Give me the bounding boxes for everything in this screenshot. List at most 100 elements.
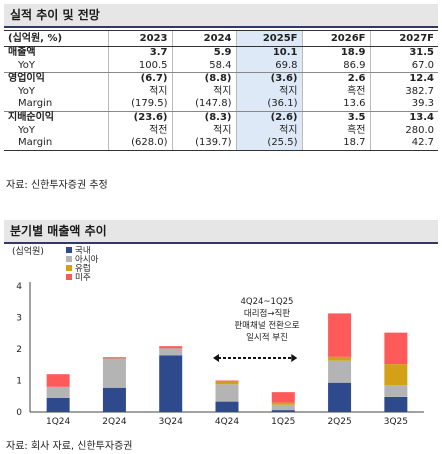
table-cell: (3.6) — [235, 72, 302, 86]
legend-swatch-유럽 — [66, 265, 72, 271]
table-row: Margin (179.5) (147.8) (36.1) 13.6 39.3 — [4, 98, 438, 112]
table-row: YoY 적지 적지 적지 흑전 382.7 — [4, 85, 438, 99]
bar-4Q24-유럽 — [215, 381, 239, 385]
x-tick-label: 3Q24 — [159, 417, 184, 427]
chart-source-note: 자료: 회사 자료, 신한투자증권 — [6, 441, 133, 452]
bar-2Q25-아시아 — [328, 360, 352, 383]
chart-title-underline — [4, 242, 438, 244]
table-cell: (8.3) — [171, 111, 236, 125]
x-tick-label: 3Q25 — [384, 417, 408, 427]
col-header-2027f: 2027F — [369, 30, 438, 47]
legend-label: 미주 — [75, 273, 91, 283]
bar-3Q25-유럽 — [384, 364, 408, 386]
row-label: Margin — [4, 137, 108, 151]
table-row: 매출액 3.7 5.9 10.1 18.9 31.5 — [4, 46, 438, 60]
col-header-2023: 2023 — [107, 30, 172, 47]
y-tick-label: 3 — [16, 314, 22, 324]
table-row: YoY 100.5 58.4 69.8 86.9 67.0 — [4, 59, 438, 74]
table-cell: 적지 — [235, 124, 302, 138]
x-tick-label: 1Q25 — [271, 417, 295, 427]
table-cell: 적지 — [171, 124, 236, 138]
col-header-2025f: 2025F — [235, 30, 302, 47]
bar-3Q24-아시아 — [159, 348, 183, 356]
table-cell: 18.9 — [301, 46, 370, 60]
table-cell: 42.7 — [369, 137, 438, 151]
row-label: 매출액 — [8, 47, 36, 58]
annotation-text: 판매채널 전환으로 — [234, 320, 299, 331]
y-tick-label: 0 — [16, 408, 22, 418]
bar-2Q24-국내 — [102, 387, 126, 412]
annotation-arrowhead-left — [213, 354, 219, 362]
bar-2Q24-미주 — [102, 357, 126, 359]
bar-2Q25-유럽 — [328, 356, 352, 361]
table-source-note: 자료: 신한투자증권 추정 — [6, 180, 108, 191]
col-header-2024: 2024 — [171, 30, 236, 47]
row-label: YoY — [18, 124, 36, 136]
row-label: 영업이익 — [8, 73, 45, 85]
y-tick-label: 2 — [16, 345, 22, 355]
y-axis-label: (십억원) — [12, 246, 44, 257]
bar-4Q24-국내 — [215, 401, 239, 412]
legend-label: 국내 — [75, 246, 91, 256]
table-section-title: 실적 추이 및 전망 — [4, 4, 438, 26]
table-cell: 12.4 — [369, 72, 438, 86]
legend-swatch-아시아 — [66, 256, 72, 262]
row-label: YoY — [4, 59, 108, 74]
table-cell: (36.1) — [235, 98, 302, 112]
bar-1Q24-미주 — [46, 374, 70, 387]
table-cell: 382.7 — [369, 85, 438, 99]
table-cell: 흑전 — [301, 124, 370, 138]
annotation-text: 일시적 부진 — [246, 332, 288, 343]
table-cell: 18.7 — [301, 137, 370, 151]
table-cell: 적전 — [107, 124, 172, 138]
bar-1Q24-국내 — [46, 397, 70, 412]
table-cell: 3.7 — [107, 46, 172, 60]
table-cell: 2.6 — [301, 72, 370, 86]
table-cell: 13.6 — [301, 98, 370, 112]
annotation-text: 대리점→직판 — [244, 308, 290, 319]
legend-swatch-국내 — [66, 247, 72, 253]
legend-swatch-미주 — [66, 274, 72, 280]
table-cell: 적지 — [171, 85, 236, 99]
bar-1Q25-미주 — [271, 392, 295, 403]
bar-2Q25-미주 — [328, 313, 352, 357]
table-title-underline — [4, 26, 438, 28]
table-cell: (139.7) — [171, 137, 236, 151]
bar-3Q25-미주 — [384, 332, 408, 365]
row-label: Margin — [4, 98, 108, 112]
x-tick-label: 2Q24 — [102, 417, 127, 427]
row-label: YoY — [18, 85, 36, 97]
table-cell: 5.9 — [171, 46, 236, 60]
table-cell: 3.5 — [301, 111, 370, 125]
bar-2Q24-아시아 — [102, 358, 126, 388]
table-cell: 10.1 — [235, 46, 302, 60]
bar-3Q25-국내 — [384, 396, 408, 412]
legend-label: 유럽 — [75, 264, 91, 274]
table-cell: (2.6) — [235, 111, 302, 125]
chart-section-title: 분기별 매출액 추이 — [4, 220, 438, 242]
table-cell: 69.8 — [235, 59, 302, 74]
bar-3Q24-미주 — [159, 346, 183, 349]
table-cell: 67.0 — [369, 59, 438, 74]
table-header-row: (십억원, %) 2023 2024 2025F 2026F 2027F — [4, 30, 438, 47]
table-cell: (25.5) — [235, 137, 302, 151]
bar-1Q25-국내 — [271, 410, 295, 412]
quarterly-revenue-chart: (십억원) 0 1 2 3 4 1Q24 2Q24 3Q24 4Q24 1Q25 2Q25 3Q25 국내… — [12, 246, 424, 427]
table-row: Margin (628.0) (139.7) (25.5) 18.7 42.7 — [4, 137, 438, 151]
table-cell: (147.8) — [171, 98, 236, 112]
col-header-2026f: 2026F — [301, 30, 370, 47]
bar-1Q25-아시아 — [271, 404, 295, 411]
table-row: YoY 적전 적지 적지 흑전 280.0 — [4, 124, 438, 138]
row-label: 지배순이익 — [8, 111, 54, 123]
bar-3Q24-국내 — [159, 355, 183, 412]
bar-3Q25-아시아 — [384, 385, 408, 397]
table-cell: (23.6) — [107, 111, 172, 125]
x-tick-label: 4Q24 — [215, 417, 240, 427]
table-cell: 31.5 — [369, 46, 438, 60]
table-cell: (628.0) — [107, 137, 172, 151]
table-cell: 86.9 — [301, 59, 370, 74]
table-cell: (8.8) — [171, 72, 236, 86]
annotation-text: 4Q24~1Q25 — [241, 297, 294, 307]
table-cell: 280.0 — [369, 124, 438, 138]
table-cell: 적지 — [235, 85, 302, 99]
